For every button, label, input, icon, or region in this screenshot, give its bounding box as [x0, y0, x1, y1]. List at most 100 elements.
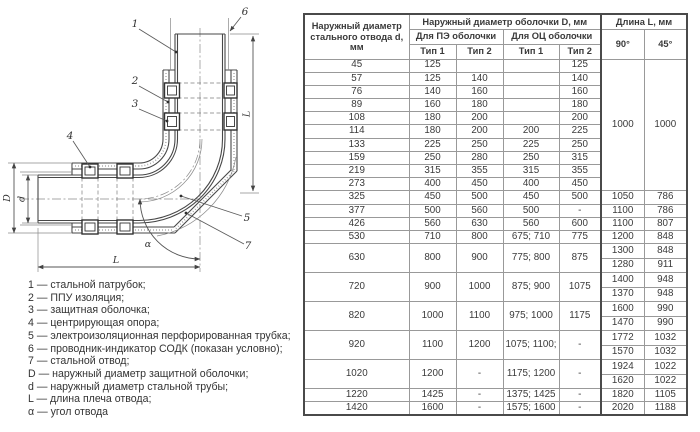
cell-oc-type2: 200 [558, 111, 602, 126]
cell-oc-type1: 450 [502, 190, 560, 205]
cell-L45: 1022 [643, 373, 688, 390]
cell-oc-type1: 560 [502, 216, 560, 231]
table-row: 57 125 140 140 [303, 71, 687, 86]
cell-L45: 786 [643, 190, 688, 205]
cell-d: 133 [303, 137, 410, 152]
hidden-lines-horizontal [81, 177, 134, 221]
cell-pe-type2: - [455, 359, 504, 390]
cell-L45: 848 [643, 229, 688, 245]
cell-oc-type2: 225 [558, 124, 602, 139]
cell-pe-type2: 630 [455, 216, 504, 231]
cell-pe-type1: 125 [408, 71, 457, 86]
construction-arc [156, 156, 237, 237]
callout-3: 3 [132, 98, 139, 110]
cell-L90: 1570 [600, 344, 645, 361]
cell-d: 1220 [303, 388, 410, 403]
cell-d: 1420 [303, 401, 410, 416]
cell-d: 114 [303, 124, 410, 139]
cell-pe-type2: 200 [455, 124, 504, 139]
cell-d: 377 [303, 203, 410, 218]
header-oc-type2: Тип 2 [558, 43, 602, 60]
cell-pe-type1: 800 [408, 243, 457, 274]
callout-1: 1 [132, 18, 139, 30]
dim-d-label: d [17, 196, 28, 202]
cell-L90: 1280 [600, 257, 645, 274]
table-row: 325 450 500 450 500 1050 786 [303, 190, 688, 205]
cell-L45: 786 [643, 203, 688, 218]
cell-pe-type1: 400 [408, 177, 457, 192]
bend-casing-inner [138, 138, 170, 170]
legend-item: 6 — проводник-индикатор СОДК (показан ус… [28, 342, 283, 355]
cell-L45: 948 [643, 286, 688, 303]
legend-item: d — наружный диаметр стальной трубы; [28, 380, 229, 393]
cell-d: 1020 [303, 359, 410, 390]
cell-oc-type1 [502, 98, 560, 113]
spec-table-header: Наружный диаметр стального отвода d, мм … [303, 13, 688, 60]
cell-L45: 1032 [643, 330, 688, 346]
cell-L90: 1370 [600, 286, 645, 303]
cell-oc-type2: - [558, 401, 602, 416]
cell-d: 108 [303, 111, 410, 126]
angle-alpha-arc [137, 198, 201, 262]
centering-supports [81, 82, 238, 235]
table-row: 1020 1200-1175; 1200-1924 1022 [303, 359, 688, 390]
cell-d: 159 [303, 150, 410, 166]
cell-pe-type1: 900 [408, 272, 457, 303]
table-row: 45 125 125 1000 1000 [303, 58, 688, 192]
cell-pe-type1: 315 [408, 163, 457, 179]
cell-d: 630 [303, 243, 410, 274]
table-row: 720 900 1000 875; 900 1075 1400 948 [303, 272, 688, 303]
cell-pe-type2: 560 [455, 203, 504, 218]
cell-d: 920 [303, 330, 410, 361]
cell-d: 219 [303, 163, 410, 179]
perforated-tube-arc [138, 138, 203, 203]
spec-table-body: 45 125 125 1000 1000 57 125 140 140 76 140 160 160 89… [303, 58, 688, 416]
cell-oc-type2: 180 [558, 98, 602, 113]
cell-pe-type1: 140 [408, 84, 457, 100]
callout-2: 2 [131, 75, 139, 87]
cell-L45: 948 [643, 272, 688, 288]
callout-leaders [72, 16, 245, 245]
table-row: 1420 1600-1575; 1600-2020 1188 [303, 401, 688, 416]
table-row: 530 710 800 675; 710 775 1200 848 [303, 229, 688, 245]
cell-L90: 1600 [600, 301, 645, 317]
cell-d: 720 [303, 272, 410, 303]
cell-oc-type1 [502, 58, 560, 73]
cell-d: 426 [303, 216, 410, 231]
cell-L90: 1100 [600, 203, 645, 218]
cell-oc-type1 [502, 84, 560, 100]
cell-pe-type1: 1000 [408, 301, 457, 332]
header-oc-type1: Тип 1 [502, 43, 560, 60]
angle-alpha-label: α [145, 239, 152, 250]
legend-list: 1 — стальной патрубок; 2 — ППУ изоляция; 3… [28, 279, 303, 419]
callout-7: 7 [245, 240, 252, 252]
cell-oc-type2: - [558, 359, 602, 390]
legend-item: D — наружный диаметр защитной оболочки; [28, 367, 249, 380]
table-row: 426 560 630 560 600 1100 807 [303, 216, 688, 231]
table-row: 219 315 355 315 355 [303, 163, 687, 179]
callout-6: 6 [242, 6, 249, 18]
cell-oc-type2: - [558, 330, 602, 361]
legend-item: L — длина плеча отвода; [28, 393, 152, 406]
cell-L90: 1772 [600, 330, 645, 346]
table-row: 108 180 200 200 [303, 111, 687, 126]
cell-oc-type2: 250 [558, 137, 602, 152]
header-group-D: Наружный диаметр оболочки D, мм [408, 13, 602, 30]
cell-L45: 807 [643, 216, 688, 231]
cell-oc-type1: 1175; 1200 [502, 359, 560, 390]
cell-pe-type2: - [455, 401, 504, 416]
cell-L45: 848 [643, 243, 688, 259]
legend-item: 5 — электроизоляционная перфорированная … [28, 329, 291, 342]
cell-L90: 1050 [600, 190, 645, 205]
cell-pe-type1: 450 [408, 190, 457, 205]
cell-L90: 1200 [600, 229, 645, 245]
table-row: 630 800 900 775; 800 875 1300 848 [303, 243, 688, 274]
table-row: 1280 911 [304, 257, 688, 274]
cell-L90: 1820 [600, 388, 645, 403]
spec-table: Наружный диаметр стального отвода d, мм … [303, 13, 689, 416]
cell-d: 76 [303, 84, 410, 100]
table-row: 114 180 200 200 225 [303, 124, 687, 139]
cell-oc-type2: 500 [558, 190, 602, 205]
cell-oc-type1: 500 [502, 203, 560, 218]
